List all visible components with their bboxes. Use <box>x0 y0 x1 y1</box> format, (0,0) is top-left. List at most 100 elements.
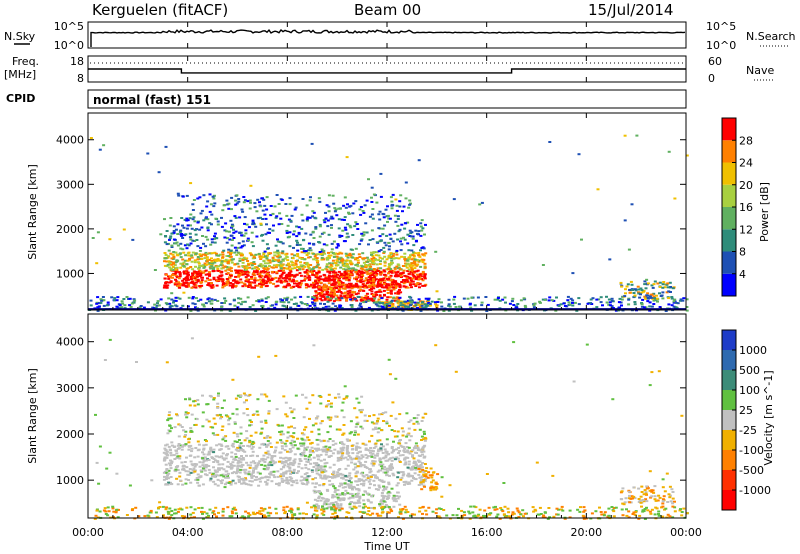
velocity-pixel <box>280 445 284 448</box>
power-pixel <box>300 247 303 250</box>
power-pixel <box>313 283 317 286</box>
velocity-pixel <box>383 448 387 451</box>
power-pixel <box>284 203 288 205</box>
power-pixel <box>343 295 347 298</box>
velocity-pixel <box>217 392 220 395</box>
power-pixel <box>259 205 263 208</box>
velocity-pixel <box>379 479 383 482</box>
power-pixel <box>391 305 395 307</box>
power-pixel <box>532 306 536 309</box>
velocity-pixel <box>234 453 238 456</box>
power-pixel <box>169 267 173 270</box>
power-pixel <box>377 301 381 304</box>
velocity-pixel <box>311 424 315 427</box>
velocity-pixel <box>328 425 332 428</box>
velocity-pixel <box>214 455 218 458</box>
power-pixel <box>266 262 270 265</box>
power-pixel <box>377 281 380 284</box>
velocity-pixel <box>319 396 323 398</box>
velocity-pixel <box>296 447 300 450</box>
velocity-pixel <box>182 464 186 467</box>
velocity-pixel <box>416 422 420 425</box>
power-pixel <box>370 268 374 271</box>
velocity-pixel <box>300 452 304 454</box>
power-pixel <box>406 270 410 272</box>
velocity-pixel <box>356 421 360 424</box>
velocity-pixel <box>260 393 263 396</box>
power-pixel <box>234 281 238 284</box>
power-pixel <box>102 144 106 147</box>
velocity-pixel <box>404 456 408 459</box>
velocity-pixel <box>226 476 230 479</box>
power-pixel <box>163 264 167 267</box>
velocity-pixel <box>249 454 253 457</box>
power-pixel <box>311 215 314 218</box>
power-pixel <box>389 252 393 255</box>
power-pixel <box>356 280 360 283</box>
power-pixel <box>423 284 427 287</box>
velocity-pixel <box>366 498 370 501</box>
velocity-pixel <box>303 428 306 431</box>
velocity-pixel <box>359 483 363 486</box>
power-pixel <box>198 253 202 256</box>
power-pixel <box>290 280 294 283</box>
velocity-pixel <box>332 503 335 506</box>
velocity-pixel <box>342 416 346 419</box>
power-pixel <box>414 240 418 243</box>
power-pixel <box>645 278 649 281</box>
power-pixel <box>331 302 335 305</box>
velocity-pixel <box>359 463 363 466</box>
power-pixel <box>434 303 438 306</box>
velocity-pixel <box>387 481 391 484</box>
power-pixel <box>377 254 381 257</box>
power-pixel <box>277 256 281 259</box>
velocity-pixel <box>308 458 312 461</box>
power-pixel <box>478 203 482 206</box>
power-pixel <box>181 304 185 307</box>
velocity-pixel <box>370 454 373 457</box>
velocity-pixel <box>353 407 357 410</box>
velocity-pixel <box>314 422 318 425</box>
velocity-pixel <box>405 435 409 438</box>
velocity-pixel <box>302 451 306 454</box>
power-pixel <box>252 256 256 259</box>
power-pixel <box>304 271 308 274</box>
power-pixel <box>343 287 347 290</box>
power-pixel <box>407 302 410 305</box>
power-pixel <box>305 261 309 264</box>
velocity-pixel <box>245 399 248 402</box>
power-pixel <box>224 299 228 302</box>
velocity-pixel <box>265 395 269 398</box>
velocity-pixel <box>249 423 253 426</box>
velocity-pixel <box>380 492 384 494</box>
velocity-pixel <box>384 459 388 462</box>
power-pixel <box>641 298 645 301</box>
power-pixel <box>335 246 339 249</box>
velocity-pixel <box>368 471 372 474</box>
power-pixel <box>348 291 352 294</box>
velocity-pixel <box>235 413 239 416</box>
velocity-pixel <box>178 457 182 460</box>
power-pixel <box>388 302 392 304</box>
power-pixel <box>367 281 371 284</box>
velocity-pixel <box>308 449 312 452</box>
velocity-pixel <box>385 443 389 446</box>
power-pixel <box>196 275 200 278</box>
velocity-pixel <box>263 393 267 396</box>
power-pixel <box>304 263 308 266</box>
power-pixel <box>327 205 331 208</box>
velocity-pixel <box>185 416 189 419</box>
power-pixel <box>666 286 670 289</box>
velocity-pixel <box>337 393 341 396</box>
power-pixel <box>363 279 367 282</box>
power-pixel <box>340 276 344 278</box>
velocity-pixel <box>282 395 286 398</box>
power-pixel <box>312 252 316 255</box>
velocity-pixel <box>212 451 216 454</box>
velocity-pixel <box>382 496 386 499</box>
power-pixel <box>330 283 334 286</box>
power-pixel <box>253 277 257 280</box>
power-pixel <box>176 244 180 247</box>
velocity-pixel <box>416 459 420 462</box>
power-pixel <box>403 280 407 283</box>
